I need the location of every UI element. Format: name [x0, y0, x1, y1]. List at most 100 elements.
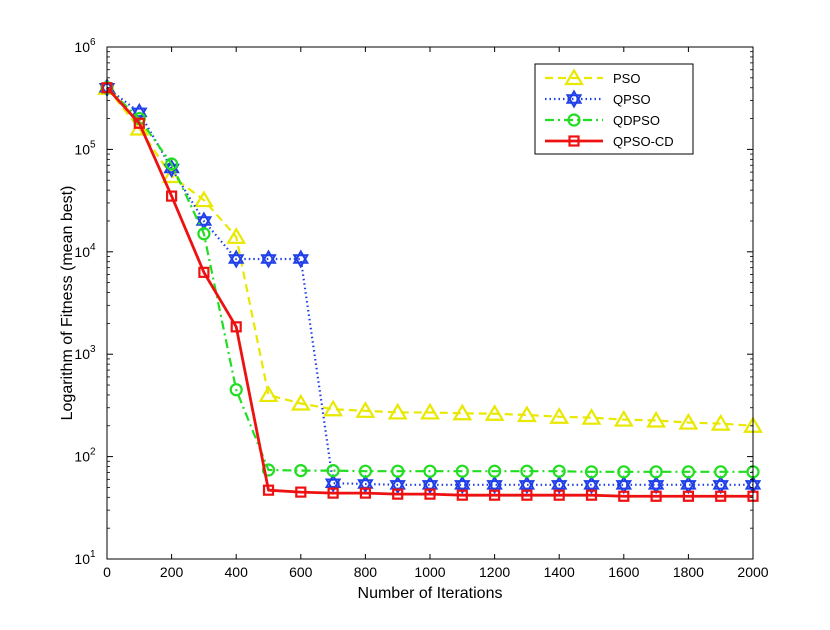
x-axis-label: Number of Iterations [358, 585, 503, 602]
data-point [647, 475, 665, 495]
data-point [550, 475, 568, 495]
data-point [391, 464, 405, 478]
data-point-part [712, 480, 729, 495]
tick-layer: 0 200 400 600 800 1000 1200 1400 1600 1800 2000 101… [74, 37, 768, 580]
data-point-part [292, 249, 310, 264]
data-point [358, 464, 372, 478]
data-point [552, 464, 566, 478]
data-point-part [680, 475, 697, 490]
data-point [166, 190, 178, 202]
data-point-part [324, 473, 342, 488]
data-point-part [486, 475, 503, 490]
data-point-part [454, 475, 471, 490]
data-point [392, 488, 404, 500]
data-point [323, 399, 344, 417]
x-tick-label: 1400 [544, 564, 575, 580]
data-point [646, 410, 667, 428]
data-point-part [454, 480, 471, 495]
x-tick-label: 200 [160, 564, 184, 580]
data-point-part [163, 159, 180, 174]
data-point [133, 117, 145, 129]
data-point [198, 266, 210, 278]
data-point [260, 249, 277, 269]
data-point [229, 383, 243, 397]
series-line [106, 87, 754, 427]
data-point [488, 464, 502, 478]
data-point [714, 465, 728, 479]
data-point [613, 409, 634, 427]
legend-marker-part [565, 94, 583, 109]
data-point [359, 487, 371, 499]
data-point [226, 227, 247, 244]
series-qpso-cd [101, 82, 759, 502]
legend-label: QDPSO [613, 113, 660, 128]
data-point [678, 412, 699, 430]
data-point [584, 465, 599, 479]
legend-marker [564, 68, 584, 86]
data-point-part [550, 475, 568, 490]
data-point [454, 475, 471, 495]
data-point [455, 464, 469, 478]
data-point-part [389, 480, 406, 495]
legend-label: PSO [613, 71, 640, 86]
data-point [553, 489, 565, 501]
series-line [106, 86, 753, 473]
data-point [615, 475, 633, 495]
data-point [521, 489, 533, 501]
data-point [423, 464, 437, 478]
data-point [712, 475, 729, 495]
data-point [452, 403, 473, 421]
data-point [387, 402, 408, 420]
x-tick-label: 1200 [479, 564, 510, 580]
data-point-part [421, 480, 439, 495]
data-point-part [583, 475, 600, 490]
data-point [292, 249, 310, 269]
legend-item: QDPSO [545, 113, 660, 128]
data-point [290, 393, 311, 411]
data-point [227, 249, 245, 269]
data-point [583, 475, 600, 495]
data-point-part [260, 249, 277, 264]
data-point [484, 404, 505, 421]
data-point-part [712, 475, 729, 490]
data-point-part [131, 102, 148, 118]
data-point-part [518, 480, 536, 495]
data-point-part [486, 480, 503, 495]
data-point [681, 465, 696, 479]
data-point-part [357, 479, 374, 494]
data-point [710, 413, 731, 431]
x-tick-label: 1000 [414, 564, 445, 580]
x-tick-label: 600 [289, 564, 313, 580]
series-line [106, 86, 753, 486]
data-point-part [680, 480, 697, 495]
data-point [489, 489, 501, 501]
data-point-part [647, 475, 665, 490]
series-qpso [98, 78, 762, 495]
data-point [355, 401, 376, 418]
data-point [618, 490, 630, 502]
y-tick-label: 103 [74, 344, 96, 362]
x-tick-label: 0 [103, 564, 111, 580]
data-point-part [518, 475, 536, 490]
x-tick-label: 1600 [608, 564, 639, 580]
data-point [230, 321, 242, 333]
x-tick-label: 800 [354, 564, 378, 580]
data-point [424, 488, 436, 500]
legend-label: QPSO-CD [613, 134, 674, 149]
data-point [585, 489, 598, 501]
x-tick-label: 2000 [737, 564, 768, 580]
data-point-part [324, 478, 342, 493]
data-point-part [195, 216, 213, 231]
data-point [549, 407, 570, 424]
data-point [258, 385, 279, 403]
data-point [197, 227, 211, 241]
data-point [486, 475, 503, 495]
y-tick-label: 101 [74, 549, 96, 567]
data-point [680, 475, 697, 495]
data-point [420, 402, 440, 420]
data-point [715, 490, 727, 502]
legend: PSO QPSO QDPSO QPSO-CD [534, 63, 694, 155]
data-point [193, 190, 214, 208]
data-point [295, 486, 307, 498]
